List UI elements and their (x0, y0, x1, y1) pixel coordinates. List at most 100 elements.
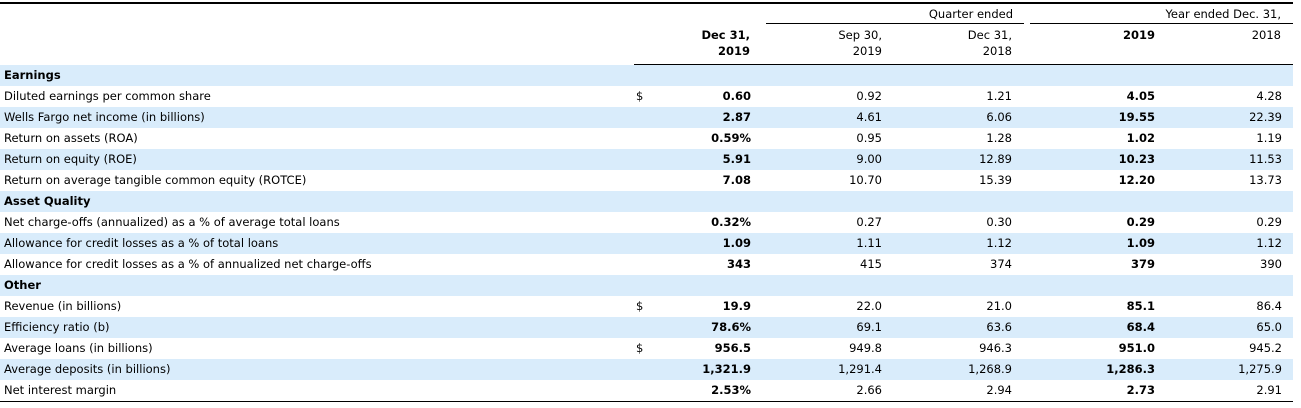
value-cell: 945.2 (1249, 341, 1282, 355)
value-cell: 390 (1260, 257, 1282, 271)
column-header-year-2018: 2018 (1221, 27, 1281, 61)
row-padding (1282, 296, 1293, 317)
value-cell: 10.70 (849, 173, 882, 187)
dollar-sign (636, 359, 666, 380)
row-label: Return on equity (ROE) (0, 149, 636, 170)
row-padding (1282, 338, 1293, 359)
value-cell: 69.1 (751, 317, 882, 338)
section-title: Other (0, 275, 1294, 296)
value-cell: 68.4 (1012, 317, 1155, 338)
value-cell: 343 (726, 257, 751, 271)
value-cell: 12.89 (882, 149, 1012, 170)
value-cell: 949.8 (849, 341, 882, 355)
value-cell: 0.29 (1256, 215, 1282, 229)
row-padding (1282, 86, 1293, 107)
value-cell: 415 (860, 257, 882, 271)
value-cell: 5.91 (666, 149, 751, 170)
section-header-row: Earnings (0, 65, 1294, 86)
value-cell: 956.5 (714, 341, 751, 355)
dollar-sign: $ (636, 341, 644, 355)
value-cell: 0.29 (1126, 215, 1155, 229)
row-padding (1282, 359, 1294, 380)
dollar-sign (636, 212, 666, 233)
value-cell: 1,321.9 (666, 359, 751, 380)
value-cell: 2.73 (1126, 383, 1155, 397)
row-padding (1282, 212, 1293, 233)
value-cell: 1.09 (1012, 233, 1155, 254)
dollar-sign (636, 149, 666, 170)
value-cell: 0.59% (711, 131, 751, 145)
value-cell: 946.3 (979, 341, 1012, 355)
section-title: Earnings (0, 65, 1294, 86)
dollar-sign (636, 317, 666, 338)
table-row: Average loans (in billions) $956.5 949.8 94… (0, 338, 1293, 359)
value-cell: 10.23 (1012, 149, 1155, 170)
year-group-rule (1030, 23, 1293, 24)
dollar-sign: $ (636, 299, 644, 313)
value-cell: 22.39 (1155, 107, 1282, 128)
row-label: Return on assets (ROA) (4, 131, 138, 145)
top-rule (0, 2, 1293, 4)
table-row: Return on assets (ROA) 0.59% 0.95 1.28 1.02 1… (0, 128, 1293, 149)
table-row: Revenue (in billions) $19.9 22.0 21.0 85.1 86… (0, 296, 1293, 317)
value-cell: 1,291.4 (751, 359, 882, 380)
value-cell: 22.0 (856, 299, 882, 313)
value-cell: 1.12 (882, 233, 1012, 254)
value-cell: 379 (1130, 257, 1155, 271)
value-cell: 0.27 (856, 215, 882, 229)
value-cell: 2.94 (986, 383, 1012, 397)
row-label: Efficiency ratio (b) (0, 317, 636, 338)
value-cell: 2.91 (1256, 383, 1282, 397)
value-cell: 19.55 (1012, 107, 1155, 128)
value-cell: 1.19 (1256, 131, 1282, 145)
column-header-line1: Sep 30, (838, 28, 882, 42)
quarter-ended-header: Quarter ended (928, 7, 1013, 21)
row-padding (1282, 107, 1294, 128)
dollar-sign (636, 128, 666, 149)
value-cell: 0.95 (856, 131, 882, 145)
column-header-line2: 2018 (982, 44, 1012, 58)
row-label: Revenue (in billions) (4, 299, 122, 313)
dollar-sign (636, 170, 666, 191)
value-cell: 63.6 (882, 317, 1012, 338)
table-row: Return on average tangible common equity… (0, 170, 1293, 191)
value-cell: 65.0 (1155, 317, 1282, 338)
value-cell: 951.0 (1118, 341, 1155, 355)
value-cell: 1.28 (986, 131, 1012, 145)
column-header-dec-2018: Dec 31, 2018 (950, 27, 1012, 61)
value-cell: 85.1 (1126, 299, 1155, 313)
quarter-group-rule (766, 23, 1024, 24)
dollar-sign (636, 380, 666, 401)
value-cell: 21.0 (986, 299, 1012, 313)
value-cell: 1,286.3 (1012, 359, 1155, 380)
dollar-sign (636, 233, 666, 254)
column-header-year-2019: 2019 (1095, 27, 1155, 61)
value-cell: 0.60 (722, 89, 751, 103)
row-label: Return on average tangible common equity… (4, 173, 307, 187)
value-cell: 1.02 (1126, 131, 1155, 145)
value-cell: 15.39 (979, 173, 1012, 187)
row-padding (1282, 317, 1294, 338)
column-header-dec-2019: Dec 31, 2019 (690, 27, 750, 61)
table-row: Average deposits (in billions) 1,321.9 1,2… (0, 359, 1294, 380)
table-row: Net charge-offs (annualized) as a % of a… (0, 212, 1293, 233)
row-padding (1282, 233, 1294, 254)
bottom-rule (0, 401, 1293, 402)
value-cell: 0.32% (711, 215, 751, 229)
value-cell: 0.30 (986, 215, 1012, 229)
value-cell: 12.20 (1118, 173, 1155, 187)
row-padding (1282, 149, 1294, 170)
column-header-line2: 2019 (852, 44, 882, 58)
value-cell: 1,275.9 (1155, 359, 1282, 380)
value-cell: 2.87 (666, 107, 751, 128)
value-cell: 1,268.9 (882, 359, 1012, 380)
section-header-row: Asset Quality (0, 191, 1294, 212)
value-cell: 4.28 (1256, 89, 1282, 103)
table-row: Net interest margin 2.53% 2.66 2.94 2.73 2.91 (0, 380, 1293, 401)
value-cell: 11.53 (1155, 149, 1282, 170)
value-cell: 1.09 (666, 233, 751, 254)
value-cell: 7.08 (722, 173, 751, 187)
table-row: Return on equity (ROE) 5.91 9.00 12.89 10.23… (0, 149, 1294, 170)
value-cell: 2.66 (856, 383, 882, 397)
dollar-sign (636, 254, 666, 275)
